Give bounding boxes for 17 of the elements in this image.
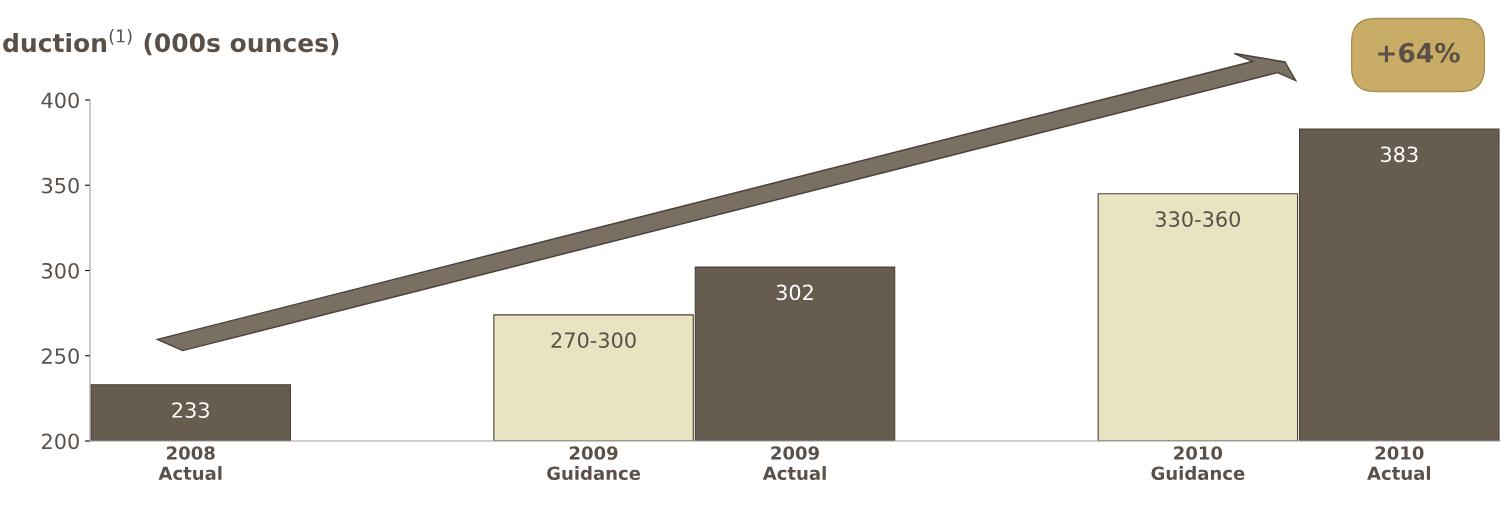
x-tick-label: 2010 Guidance — [1151, 446, 1245, 481]
y-tick-label: 250 — [42, 348, 79, 364]
y-tick-label: 200 — [42, 433, 79, 450]
y-tick-label: 400 — [41, 92, 79, 109]
x-tick-label: 2009 Actual — [762, 446, 826, 481]
data-label: 383 — [1380, 146, 1418, 163]
data-label: 302 — [776, 284, 813, 301]
data-label: 270-300 — [551, 332, 636, 349]
data-label: 330-360 — [1155, 211, 1240, 227]
x-tick-label: 2008 Actual — [158, 446, 222, 481]
text: +64% — [1378, 42, 1460, 63]
chart-title: duction$^{(1)}$ (000s ounces) — [3, 29, 339, 56]
y-tick-label: 350 — [42, 177, 79, 194]
data-label: 233 — [172, 402, 209, 418]
x-tick-label: 2009 Guidance — [547, 446, 641, 481]
x-tick-label: 2010 Actual — [1367, 446, 1431, 481]
y-tick-label: 300 — [42, 262, 79, 279]
